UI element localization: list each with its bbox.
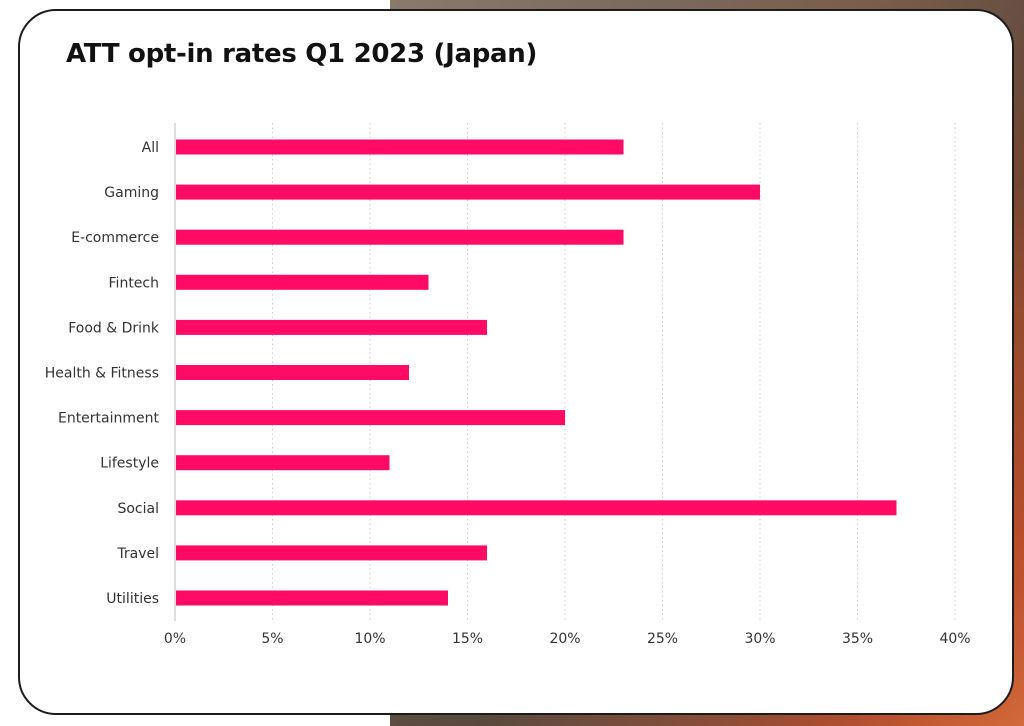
bar	[176, 500, 897, 516]
bar	[176, 229, 624, 245]
x-tick-label: 40%	[939, 631, 970, 647]
x-tick-label: 5%	[261, 631, 283, 647]
x-tick-label: 15%	[452, 631, 483, 647]
bar	[176, 545, 487, 561]
category-label: Entertainment	[58, 411, 160, 427]
x-tick-label: 35%	[842, 631, 873, 647]
chart-title: ATT opt-in rates Q1 2023 (Japan)	[66, 39, 538, 69]
category-label: Fintech	[109, 275, 159, 291]
bar	[176, 410, 565, 426]
category-label: Health & Fitness	[45, 366, 159, 382]
x-tick-label: 0%	[164, 631, 186, 647]
category-label: E-commerce	[71, 230, 159, 246]
x-tick-label: 30%	[744, 631, 775, 647]
category-label: Gaming	[104, 185, 159, 201]
category-label: Social	[117, 501, 159, 517]
x-tick-label: 10%	[354, 631, 385, 647]
chart-card: ATT opt-in rates Q1 2023 (Japan) All Gami…	[18, 9, 1014, 715]
bar	[176, 139, 624, 155]
category-labels: All Gaming E-commerce Fintech Food & Drink He…	[45, 140, 160, 607]
bar	[176, 184, 760, 200]
bar	[176, 319, 487, 335]
bar	[176, 274, 429, 290]
bar	[176, 590, 448, 606]
category-label: Travel	[116, 546, 159, 562]
x-tick-labels: 0% 5% 10% 15% 20% 25% 30% 35% 40%	[164, 631, 971, 647]
x-tick-label: 25%	[647, 631, 678, 647]
bar-chart: All Gaming E-commerce Fintech Food & Drink He…	[45, 123, 971, 647]
bar	[176, 365, 409, 380]
category-label: All	[142, 140, 159, 156]
category-label: Lifestyle	[100, 456, 159, 472]
x-tick-label: 20%	[549, 631, 580, 647]
category-label: Food & Drink	[68, 320, 160, 336]
bars-layer	[176, 139, 897, 606]
bar	[176, 455, 390, 471]
category-label: Utilities	[106, 591, 159, 607]
